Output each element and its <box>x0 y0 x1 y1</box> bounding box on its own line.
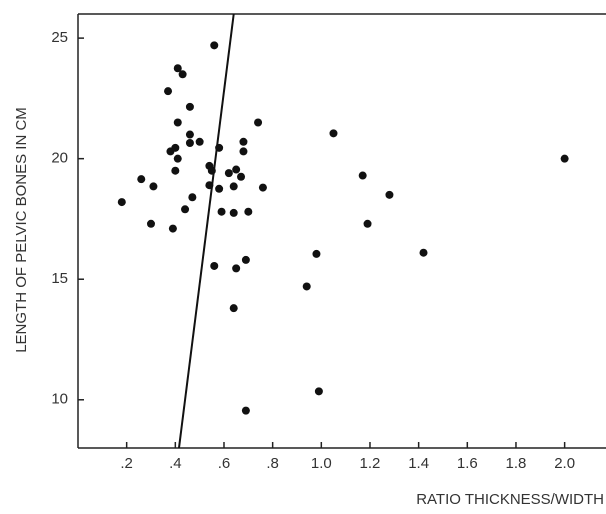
point <box>164 87 173 96</box>
x-tick-label: 1.4 <box>408 455 429 472</box>
x-axis-label: RATIO THICKNESS/WIDTH <box>416 491 604 508</box>
point <box>312 249 321 258</box>
point <box>232 264 241 273</box>
x-tick-label: .4 <box>169 455 182 472</box>
x-tick-label: 2.0 <box>554 455 575 472</box>
point <box>229 304 238 313</box>
x-tick-label: .6 <box>218 455 231 472</box>
point <box>207 166 216 175</box>
point <box>224 169 233 178</box>
point <box>215 184 224 193</box>
y-tick-label: 25 <box>51 29 68 46</box>
point <box>241 255 250 264</box>
point <box>302 282 311 291</box>
point <box>419 248 428 257</box>
point <box>329 129 338 138</box>
point <box>171 166 180 175</box>
y-axis-label: LENGTH OF PELVIC BONES IN CM <box>13 107 30 353</box>
point <box>173 154 182 163</box>
point <box>185 102 194 111</box>
point <box>358 171 367 180</box>
point <box>173 64 182 73</box>
regression-line <box>177 13 235 449</box>
x-tick-label: 1.2 <box>360 455 381 472</box>
point <box>254 118 263 127</box>
point <box>178 70 187 79</box>
x-tick-label: .8 <box>266 455 279 472</box>
point <box>237 172 246 181</box>
point <box>258 183 267 192</box>
point <box>217 207 226 216</box>
point <box>205 181 214 190</box>
point <box>181 205 190 214</box>
point <box>137 175 146 184</box>
point <box>241 406 250 415</box>
point <box>385 190 394 199</box>
point <box>363 219 372 228</box>
y-tick-label: 15 <box>51 270 68 287</box>
point <box>185 130 194 139</box>
x-tick-label: 1.0 <box>311 455 332 472</box>
x-tick-label: 1.8 <box>506 455 527 472</box>
point <box>210 41 219 50</box>
x-tick-label: 1.6 <box>457 455 478 472</box>
y-tick-label: 10 <box>51 391 68 408</box>
point <box>229 208 238 217</box>
point <box>195 137 204 146</box>
point <box>244 207 253 216</box>
y-tick-label: 20 <box>51 150 68 167</box>
point <box>215 143 224 152</box>
point <box>314 387 323 396</box>
point <box>146 219 155 228</box>
point <box>239 147 248 156</box>
point <box>560 154 569 163</box>
point <box>168 224 177 233</box>
point <box>185 138 194 147</box>
point <box>117 198 126 207</box>
point <box>232 165 241 174</box>
point <box>239 137 248 146</box>
point <box>210 261 219 270</box>
point <box>229 182 238 191</box>
point <box>149 182 158 191</box>
point <box>188 193 197 202</box>
point <box>171 143 180 152</box>
x-tick-label: .2 <box>120 455 133 472</box>
point <box>173 118 182 127</box>
